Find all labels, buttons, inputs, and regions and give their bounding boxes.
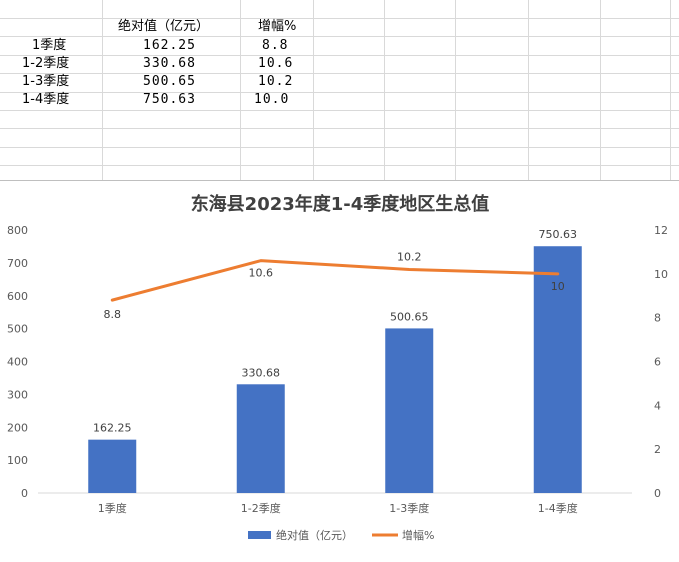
row-divider	[0, 110, 679, 111]
row-growth[interactable]: 10.6	[258, 56, 294, 71]
bar-data-label: 750.63	[539, 228, 578, 241]
row-divider	[0, 73, 679, 74]
y-left-tick-label: 300	[7, 388, 28, 401]
column-divider	[313, 0, 314, 180]
column-divider	[670, 0, 671, 180]
growth-line-series	[110, 259, 560, 302]
y-left-tick-label: 500	[7, 323, 28, 336]
column-divider	[455, 0, 456, 180]
row-divider	[0, 55, 679, 56]
row-value[interactable]: 330.68	[143, 56, 196, 71]
line-data-label: 10.2	[397, 250, 422, 263]
row-divider	[0, 92, 679, 93]
row-divider	[0, 165, 679, 166]
bar	[88, 439, 137, 493]
legend: 绝对值（亿元） 增幅%	[248, 528, 434, 542]
row-growth[interactable]: 10.0	[254, 92, 290, 107]
chart-object[interactable]: 东海县2023年度1-4季度地区生总值 0 100 200 300 400 500 600 7…	[0, 180, 679, 558]
row-label[interactable]: 1-2季度	[22, 56, 70, 71]
row-label[interactable]: 1-4季度	[22, 92, 70, 107]
bar-data-label: 500.65	[390, 310, 429, 323]
y-left-tick-label: 400	[7, 356, 28, 369]
column-divider	[600, 0, 601, 180]
column-divider	[240, 0, 241, 180]
spreadsheet-area: 绝对值（亿元） 增幅% 1季度 162.25 8.8 1-2季度 330.68 …	[0, 0, 679, 180]
header-value[interactable]: 绝对值（亿元）	[118, 19, 210, 34]
row-growth[interactable]: 10.2	[258, 74, 294, 89]
y-right-tick-label: 10	[654, 268, 668, 281]
row-value[interactable]: 750.63	[143, 92, 196, 107]
row-value[interactable]: 162.25	[143, 38, 196, 53]
y-left-tick-label: 800	[7, 224, 28, 237]
y-left-tick-label: 200	[7, 421, 28, 434]
y-right-tick-label: 8	[654, 312, 661, 325]
y-right-tick-label: 4	[654, 399, 661, 412]
y-left-tick-label: 0	[21, 487, 28, 500]
legend-line-label: 增幅%	[402, 528, 434, 542]
row-label[interactable]: 1季度	[32, 38, 67, 53]
x-tick-label: 1-2季度	[241, 501, 281, 515]
column-divider	[384, 0, 385, 180]
y-right-tick-label: 12	[654, 224, 668, 237]
row-divider	[0, 18, 679, 19]
y-left-tick-label: 600	[7, 290, 28, 303]
y-left-tick-label: 100	[7, 454, 28, 467]
legend-bar-label: 绝对值（亿元）	[276, 528, 353, 542]
row-divider	[0, 128, 679, 129]
row-growth[interactable]: 8.8	[262, 38, 289, 53]
bar	[236, 384, 285, 493]
bar	[533, 246, 582, 493]
column-divider	[528, 0, 529, 180]
bar-data-label: 330.68	[242, 366, 281, 379]
y-left-tick-label: 700	[7, 257, 28, 270]
legend-bar-swatch	[248, 531, 271, 539]
row-divider	[0, 36, 679, 37]
y-right-tick-label: 0	[654, 487, 661, 500]
y-right-tick-label: 2	[654, 443, 661, 456]
row-label[interactable]: 1-3季度	[22, 74, 70, 89]
combo-chart: 东海县2023年度1-4季度地区生总值 01002003004005006007…	[7, 193, 668, 542]
x-tick-label: 1-3季度	[389, 501, 429, 515]
x-tick-label: 1季度	[98, 501, 127, 515]
bar-data-label: 162.25	[93, 422, 132, 435]
y-right-tick-label: 6	[654, 356, 661, 369]
header-growth[interactable]: 增幅%	[258, 19, 297, 34]
column-divider	[102, 0, 103, 180]
bar	[385, 328, 434, 493]
chart-title: 东海县2023年度1-4季度地区生总值	[191, 193, 490, 215]
x-tick-label: 1-4季度	[538, 501, 578, 515]
row-divider	[0, 147, 679, 148]
line-data-label: 8.8	[104, 308, 122, 321]
plot-area: 0 100 200 300 400 500 600 700 800 0 2 4 6 8 10 12 162.25…	[7, 224, 668, 515]
row-value[interactable]: 500.65	[143, 74, 196, 89]
line-data-label: 10	[551, 280, 565, 293]
line-data-label: 10.6	[249, 267, 274, 280]
